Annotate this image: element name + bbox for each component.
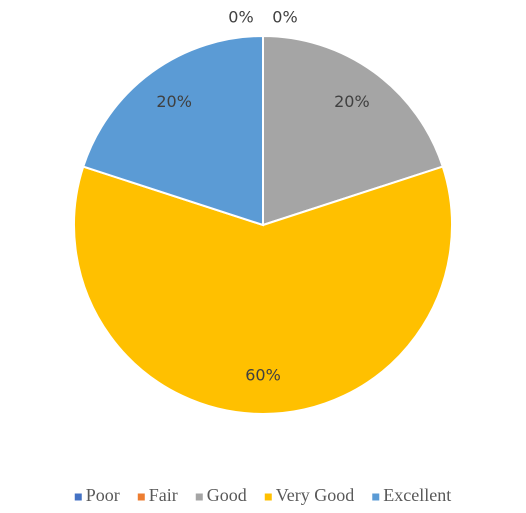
pie-slice (73, 165, 453, 415)
legend-label: Excellent (383, 485, 451, 505)
data-label: 60% (245, 366, 281, 385)
legend-marker (372, 493, 380, 501)
legend-label: Poor (86, 485, 120, 505)
data-label: 0% (272, 8, 297, 27)
legend-marker (264, 493, 272, 501)
legend-label: Fair (149, 485, 178, 505)
data-label: 20% (334, 92, 370, 111)
legend-label: Very Good (276, 485, 355, 505)
pie-slice (81, 34, 264, 227)
legend-marker (195, 493, 203, 501)
data-label: 20% (156, 92, 192, 111)
pie-slice (262, 34, 445, 227)
legend: Poor Fair Good Very Good Excellent (74, 485, 451, 505)
legend-label: Good (207, 485, 247, 505)
data-label: 0% (228, 8, 253, 27)
legend-marker (74, 493, 82, 501)
legend-marker (137, 493, 145, 501)
